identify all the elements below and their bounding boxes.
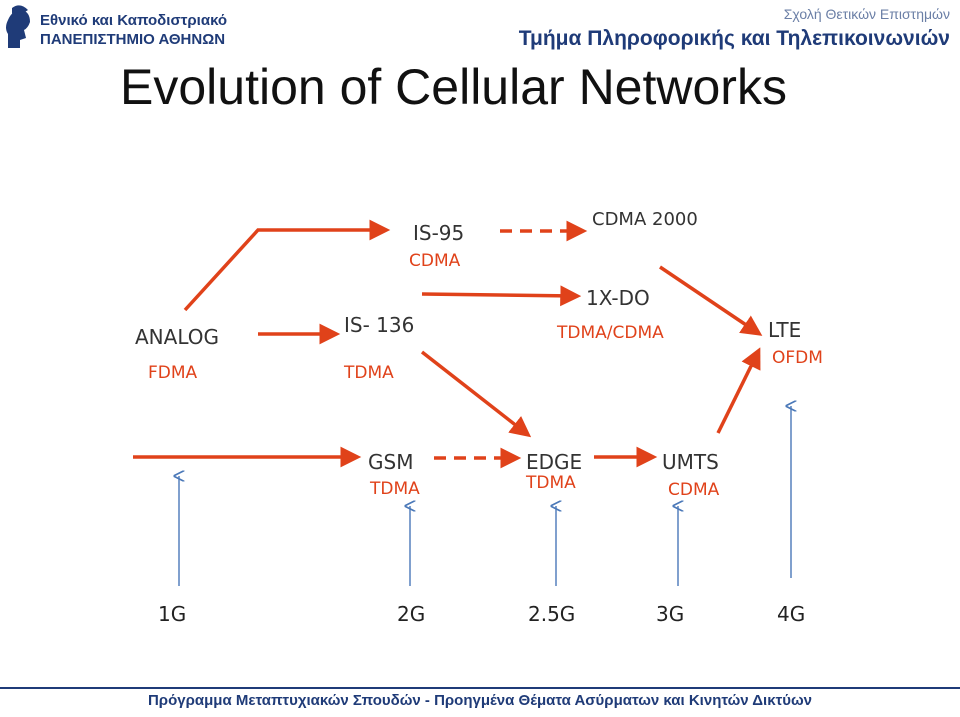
arrow-to-1xdo	[421, 285, 582, 307]
node-umts: UMTS	[662, 450, 719, 474]
arrow-umts-to-lte	[716, 347, 761, 434]
node-lte: LTE	[768, 318, 802, 342]
generation-label-2-5g: 2.5G	[528, 602, 576, 626]
node-analog-access: FDMA	[148, 363, 198, 383]
slide-title: Evolution of Cellular Networks	[120, 59, 787, 115]
university-name-line1: Εθνικό και Καποδιστριακό	[40, 12, 228, 29]
footer-divider	[0, 687, 960, 689]
node-1xdo-access: TDMA/CDMA	[557, 323, 664, 343]
node-umts-access: CDMA	[668, 480, 720, 500]
node-gsm-access: TDMA	[370, 479, 420, 499]
generation-label-4g: 4G	[777, 602, 806, 626]
school-name: Σχολή Θετικών Επιστημών	[783, 6, 950, 22]
node-1xdo: 1X-DO	[586, 286, 650, 310]
node-gsm: GSM	[368, 450, 414, 474]
node-cdma2000: CDMA 2000	[592, 209, 698, 230]
department-name: Τμήμα Πληροφορικής και Τηλεπικοινωνιών	[518, 27, 950, 50]
university-name-line2: ΠΑΝΕΠΙΣΤΗΜΙΟ ΑΘΗΝΩΝ	[40, 31, 226, 48]
arrow-cdma2000-to-lte	[659, 265, 763, 336]
generation-label-1g: 1G	[158, 602, 187, 626]
athena-head-icon	[6, 5, 30, 48]
node-is95: IS-95	[413, 221, 465, 245]
generation-label-3g: 3G	[656, 602, 685, 626]
node-is136: IS- 136	[344, 313, 415, 337]
node-lte-access: OFDM	[772, 348, 823, 368]
node-is95-access: CDMA	[409, 251, 461, 271]
node-edge-access: TDMA	[526, 473, 576, 493]
node-is136-access: TDMA	[344, 363, 394, 383]
node-edge: EDGE	[526, 450, 583, 474]
footer-text: Πρόγραμμα Μεταπτυχιακών Σπουδών - Προηγμ…	[147, 692, 813, 709]
generation-label-2g: 2G	[397, 602, 426, 626]
arrow-is136-to-edge	[420, 350, 532, 438]
node-analog: ANALOG	[135, 325, 219, 349]
slide-header: Εθνικό και Καποδιστριακό ΠΑΝΕΠΙΣΤΗΜΙΟ ΑΘ…	[0, 0, 960, 56]
arrow-analog-to-is95	[183, 219, 391, 312]
